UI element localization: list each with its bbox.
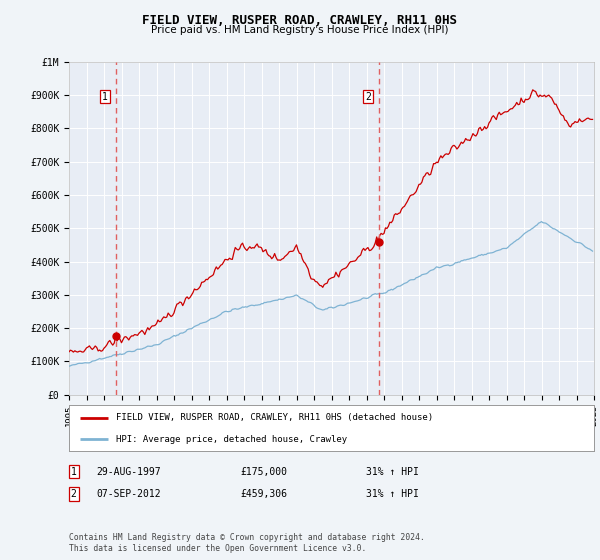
Text: 31% ↑ HPI: 31% ↑ HPI: [366, 489, 419, 499]
Text: 2: 2: [365, 92, 371, 101]
Text: £175,000: £175,000: [240, 466, 287, 477]
Text: 31% ↑ HPI: 31% ↑ HPI: [366, 466, 419, 477]
Text: £459,306: £459,306: [240, 489, 287, 499]
Text: 1: 1: [71, 466, 77, 477]
Text: FIELD VIEW, RUSPER ROAD, CRAWLEY, RH11 0HS: FIELD VIEW, RUSPER ROAD, CRAWLEY, RH11 0…: [143, 14, 458, 27]
Text: Price paid vs. HM Land Registry's House Price Index (HPI): Price paid vs. HM Land Registry's House …: [151, 25, 449, 35]
Text: 1: 1: [102, 92, 108, 101]
Text: 07-SEP-2012: 07-SEP-2012: [96, 489, 161, 499]
Text: Contains HM Land Registry data © Crown copyright and database right 2024.
This d: Contains HM Land Registry data © Crown c…: [69, 533, 425, 553]
Text: 2: 2: [71, 489, 77, 499]
Text: 29-AUG-1997: 29-AUG-1997: [96, 466, 161, 477]
Text: FIELD VIEW, RUSPER ROAD, CRAWLEY, RH11 0HS (detached house): FIELD VIEW, RUSPER ROAD, CRAWLEY, RH11 0…: [116, 413, 433, 422]
Text: HPI: Average price, detached house, Crawley: HPI: Average price, detached house, Craw…: [116, 435, 347, 444]
